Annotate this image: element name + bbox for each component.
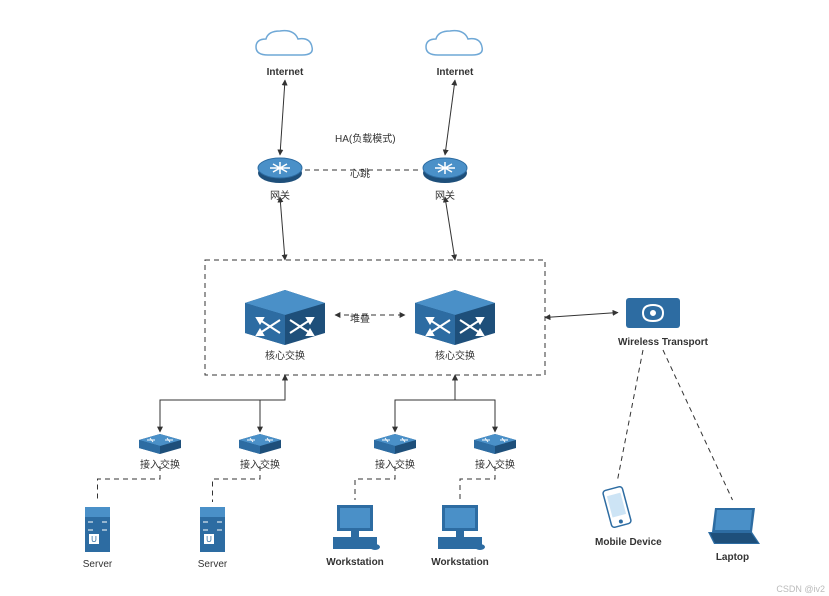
core-switch-1: 核心交换 (235, 285, 335, 362)
ap-label: Wireless Transport (618, 337, 688, 348)
cloud-2-label: Internet (420, 67, 490, 78)
server-1: U Server (75, 502, 120, 570)
workstation-1: Workstation (325, 500, 385, 568)
mobile-label: Mobile Device (595, 537, 640, 548)
ws2-label: Workstation (430, 557, 490, 568)
as4-label: 接入交换 (470, 456, 520, 471)
server-2: U Server (190, 502, 235, 570)
router-gateway-2: 网关 (420, 155, 470, 202)
router-gateway-1: 网关 (255, 155, 305, 202)
core-2-label: 核心交换 (405, 347, 505, 362)
core-switch-2: 核心交换 (405, 285, 505, 362)
diagram-canvas: Internet Internet 网关 网关 核心交换 核心交换 Wirele… (0, 0, 829, 596)
access-switch-3: 接入交换 (370, 432, 420, 471)
cloud-internet-2: Internet (420, 25, 490, 78)
wireless-ap: Wireless Transport (618, 290, 688, 348)
ws1-label: Workstation (325, 557, 385, 568)
svg-text:U: U (206, 535, 212, 544)
laptop-label: Laptop (700, 552, 765, 563)
router-1-label: 网关 (255, 187, 305, 202)
laptop: Laptop (700, 500, 765, 563)
as2-label: 接入交换 (235, 456, 285, 471)
srv1-label: Server (75, 559, 120, 570)
srv2-label: Server (190, 559, 235, 570)
router-2-label: 网关 (420, 187, 470, 202)
stack-label: 堆叠 (350, 310, 370, 325)
access-switch-4: 接入交换 (470, 432, 520, 471)
access-switch-1: 接入交换 (135, 432, 185, 471)
cloud-internet-1: Internet (250, 25, 320, 78)
workstation-2: Workstation (430, 500, 490, 568)
watermark: CSDN @iv2 (776, 584, 825, 594)
as1-label: 接入交换 (135, 456, 185, 471)
access-switch-2: 接入交换 (235, 432, 285, 471)
svg-text:U: U (91, 535, 97, 544)
mobile-device: Mobile Device (595, 480, 640, 548)
as3-label: 接入交换 (370, 456, 420, 471)
heartbeat-label: 心跳 (350, 165, 370, 180)
cloud-1-label: Internet (250, 67, 320, 78)
core-1-label: 核心交换 (235, 347, 335, 362)
ha-label: HA(负载模式) (335, 130, 396, 145)
